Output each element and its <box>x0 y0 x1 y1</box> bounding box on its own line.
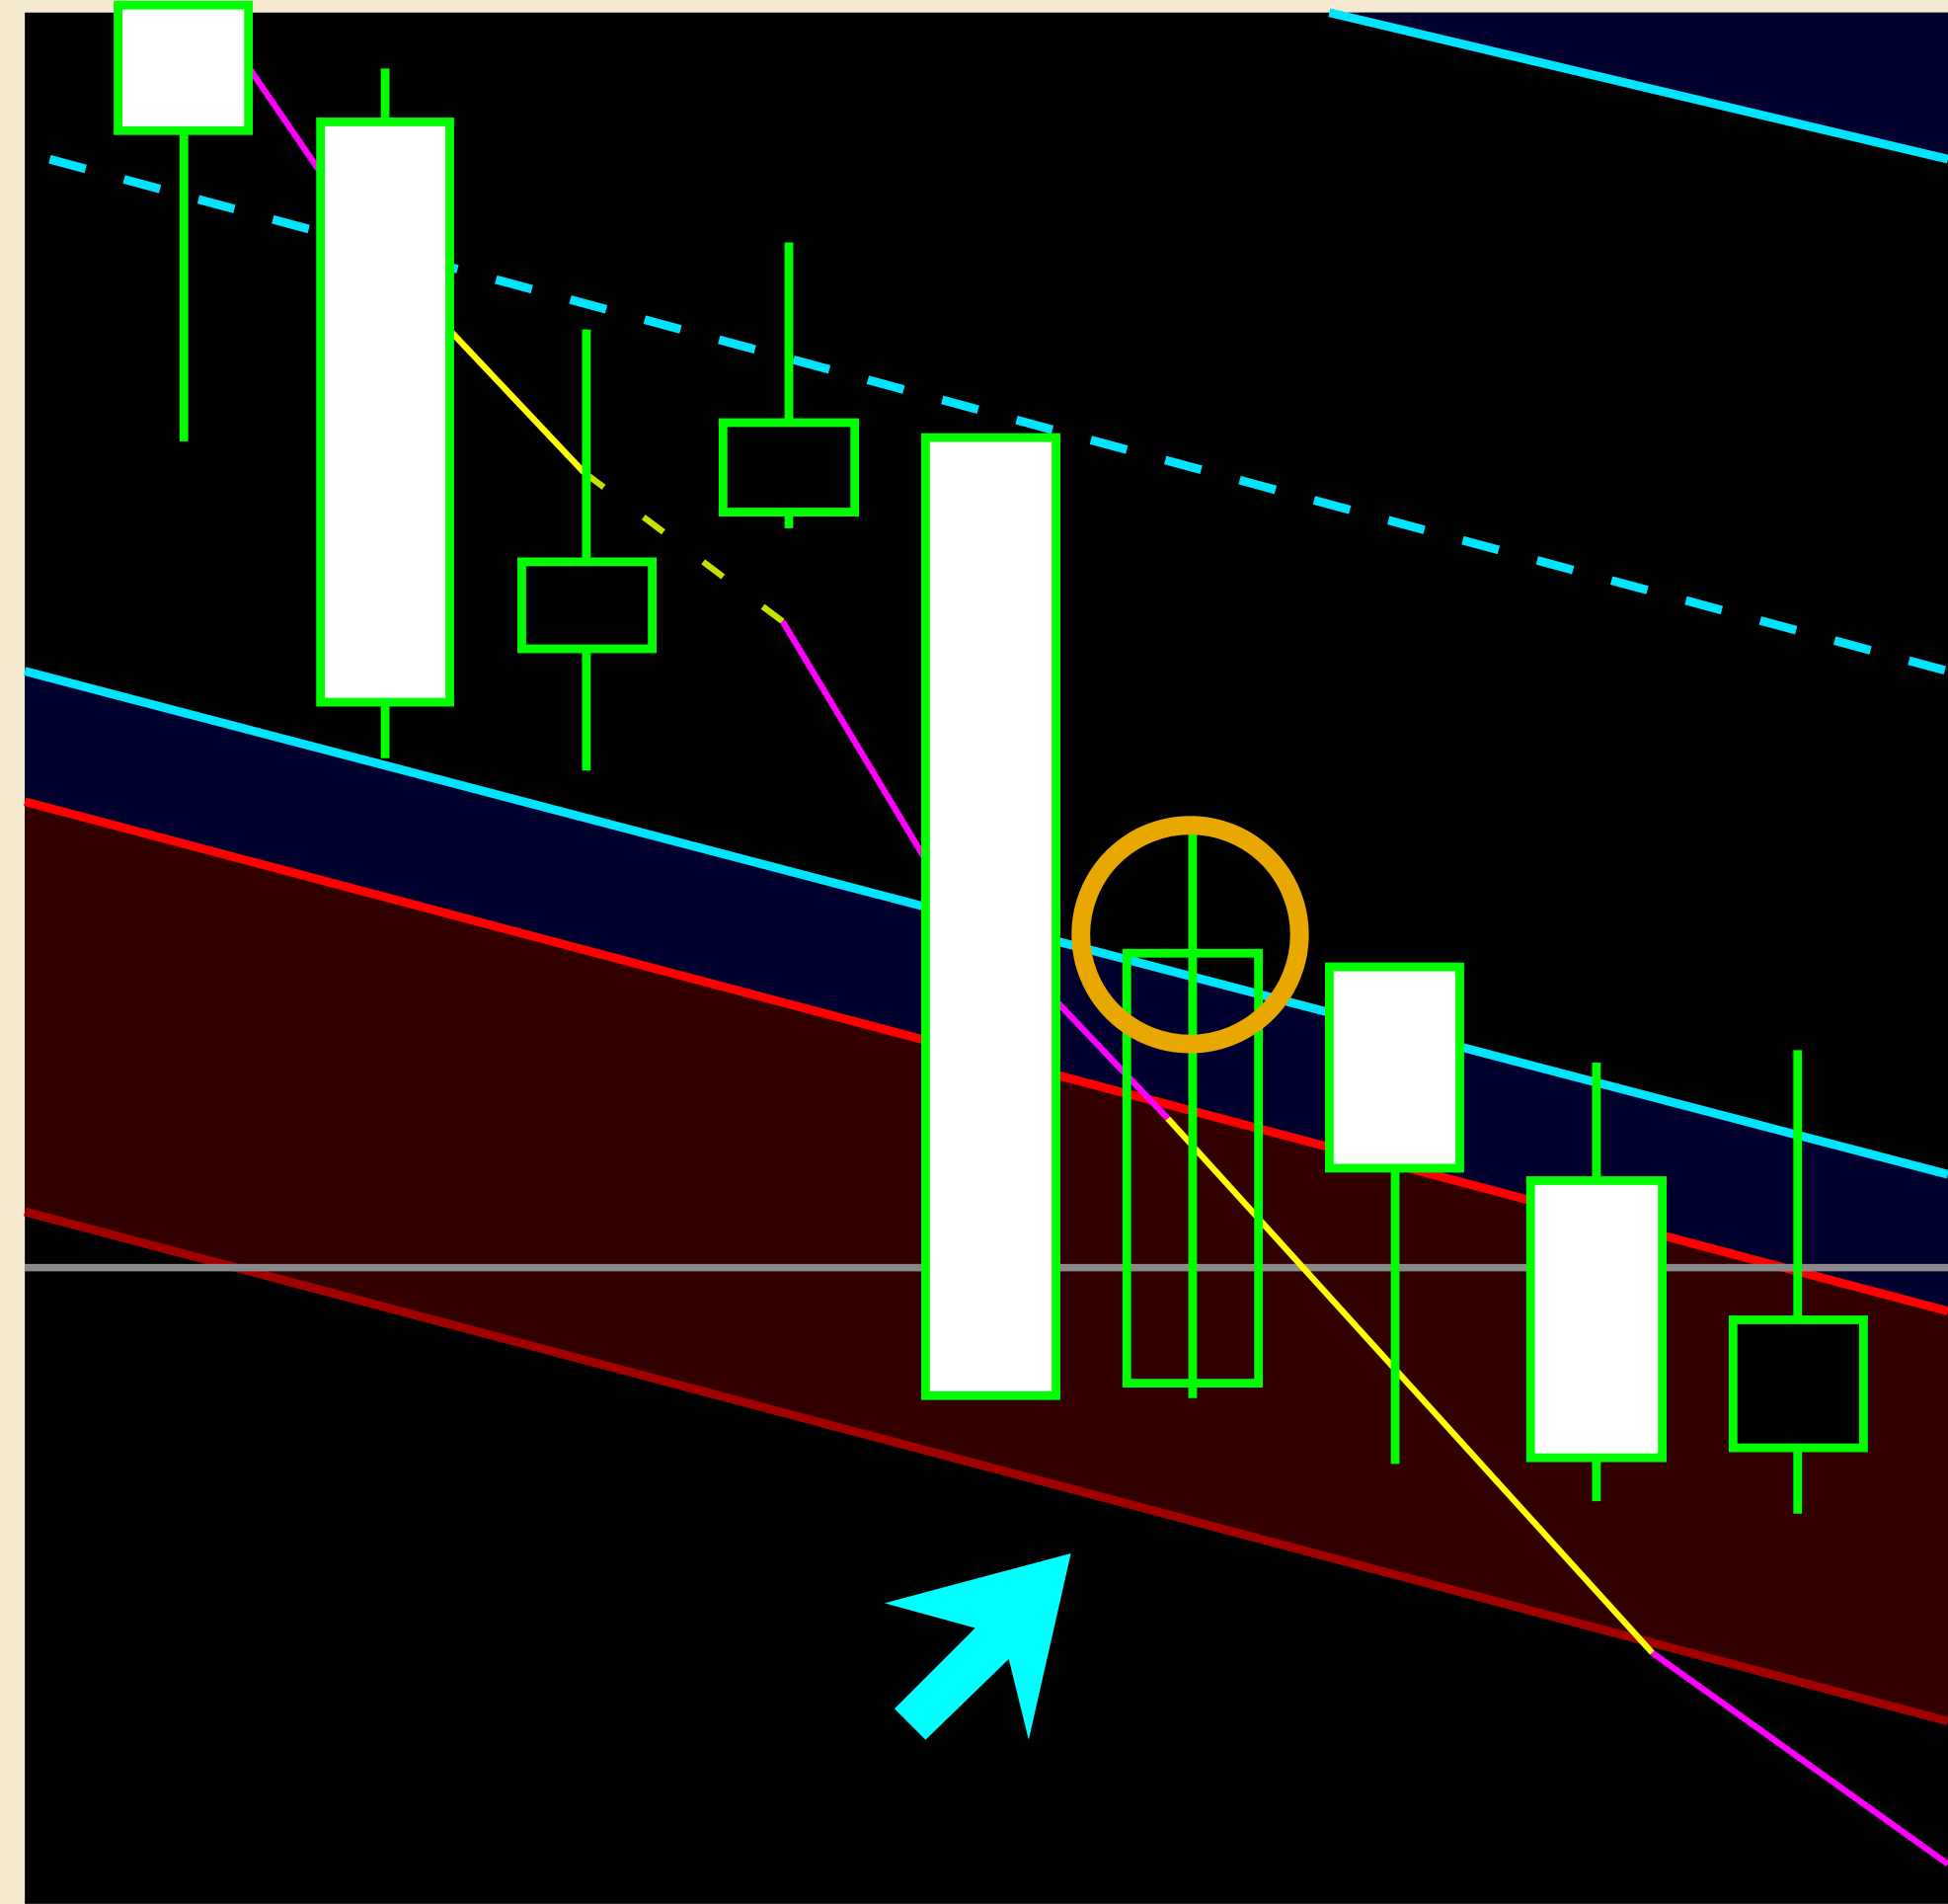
candle-body <box>316 118 454 707</box>
candle-body <box>921 433 1060 1400</box>
candle-body <box>1324 962 1464 1173</box>
ma-line <box>1650 1650 1948 1867</box>
buy-arrow <box>884 1553 1071 1740</box>
candle-body <box>1525 1176 1667 1463</box>
candle-body <box>718 418 860 516</box>
band-line <box>1328 8 1948 164</box>
candle-body <box>517 557 658 654</box>
candle-body <box>1122 948 1264 1388</box>
candles <box>114 0 1868 1514</box>
signal-circle <box>1071 816 1309 1054</box>
ma-line <box>1165 1116 1655 1655</box>
candle-body <box>114 0 254 135</box>
band-line <box>24 1207 1948 1726</box>
candle-body <box>1728 1315 1868 1453</box>
